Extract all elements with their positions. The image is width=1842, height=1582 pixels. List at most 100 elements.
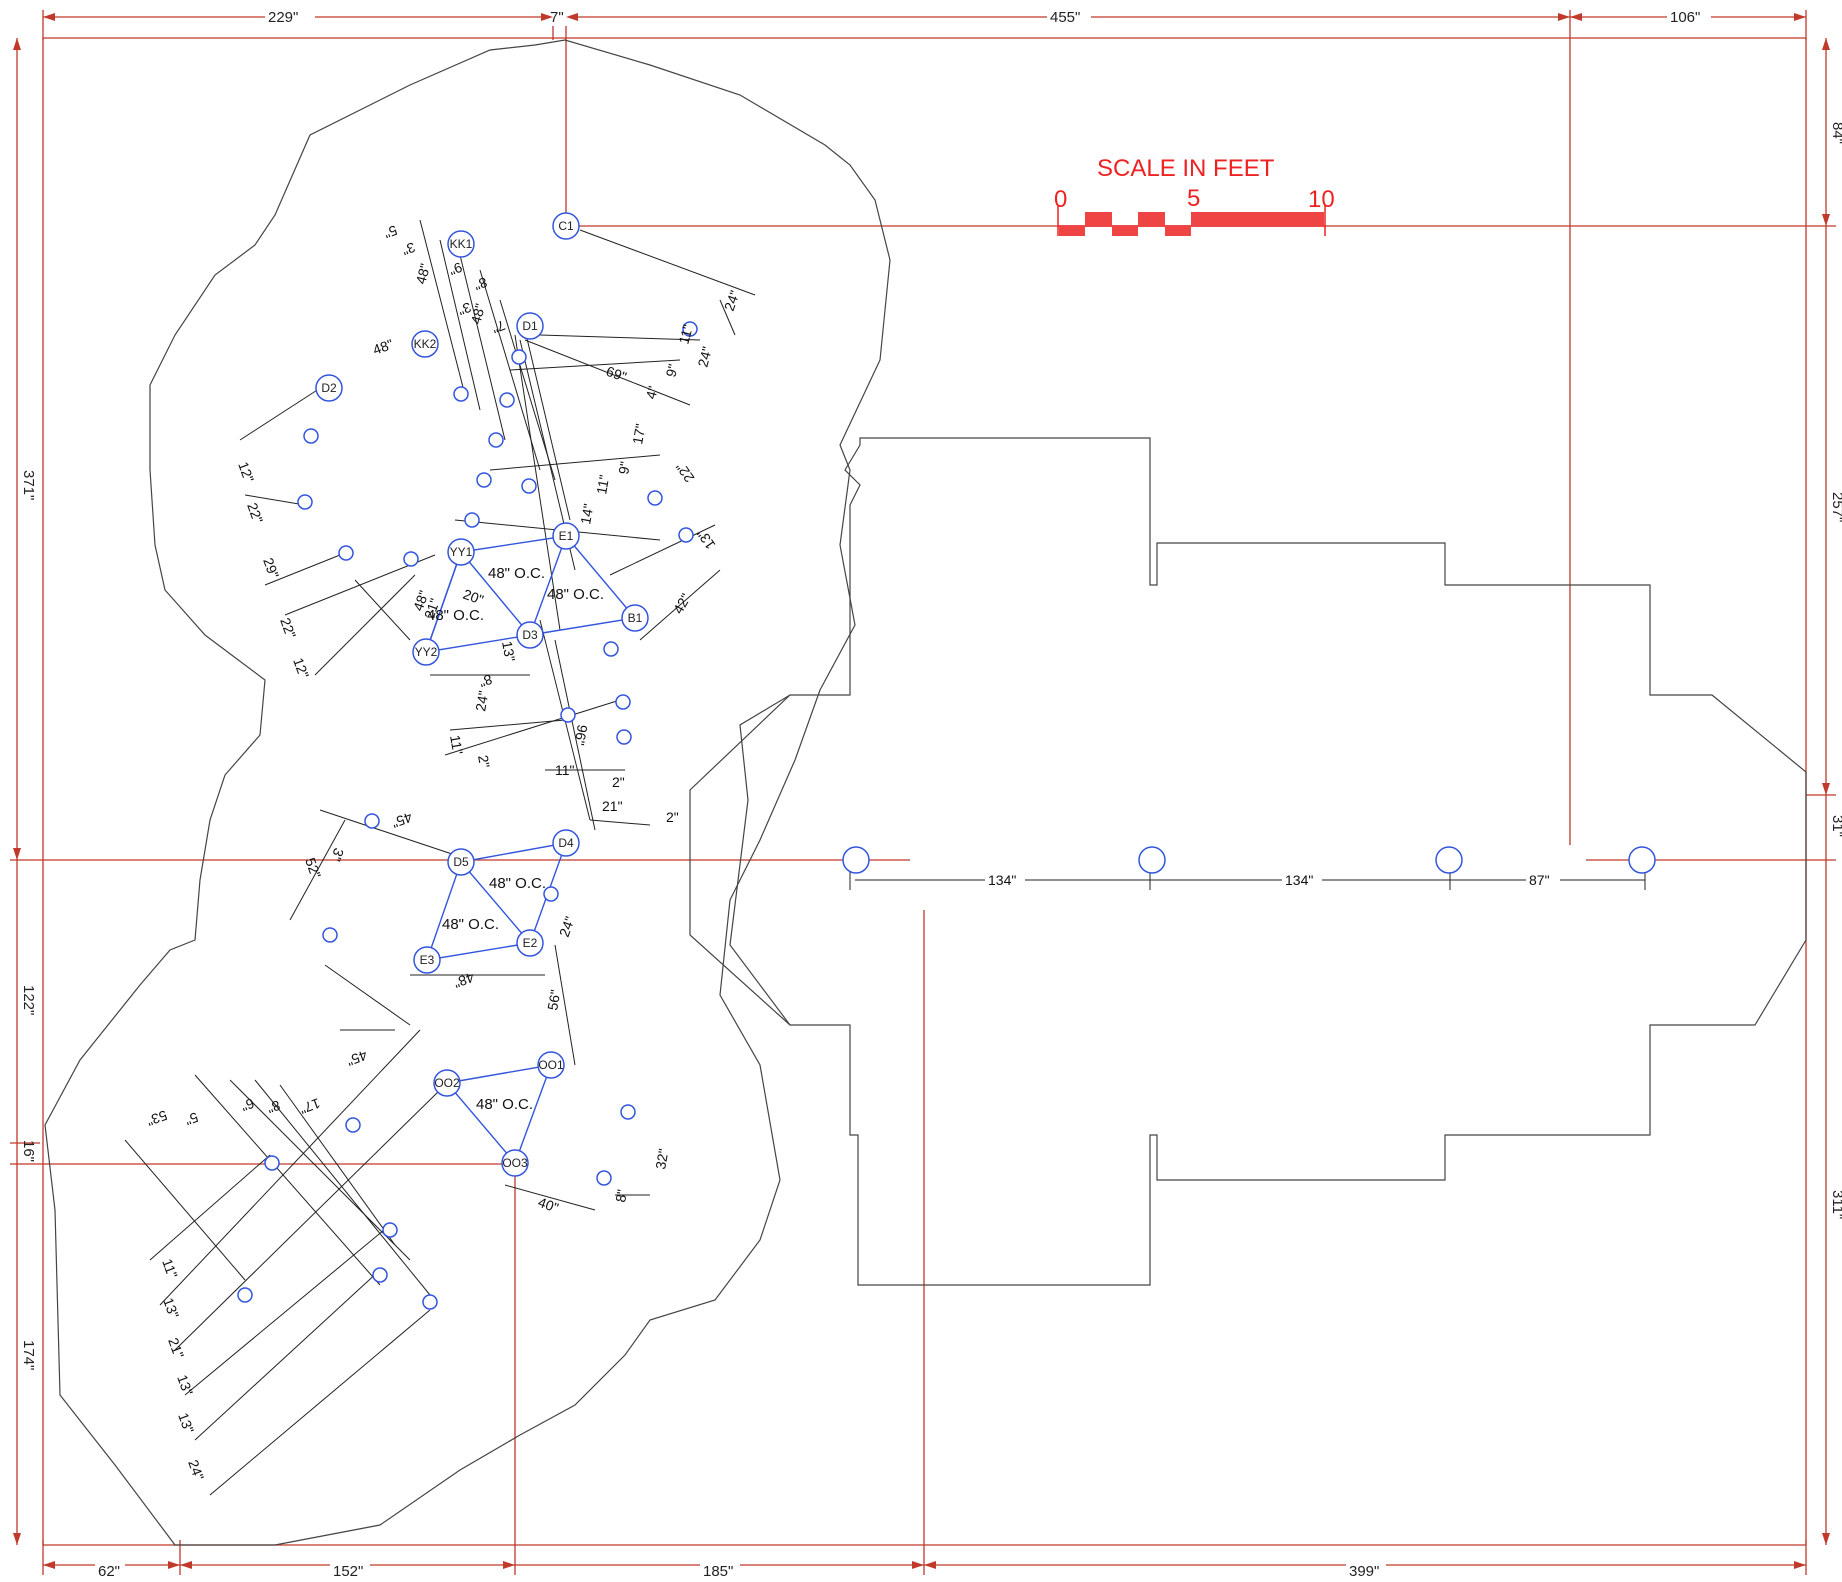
node-e1[interactable]: E1	[559, 529, 574, 543]
tree-marker[interactable]	[842, 846, 870, 874]
house-spacing-dims: 134" 134" 87"	[985, 871, 1560, 889]
dim-label: 11"	[159, 1257, 181, 1281]
tree-marker[interactable]	[647, 490, 663, 506]
node-b1[interactable]: B1	[628, 611, 643, 625]
dim-label: 11"	[447, 734, 466, 756]
tree-marker[interactable]	[1435, 846, 1463, 874]
dim-label: 8"	[477, 671, 494, 690]
dim-label: 24"	[472, 689, 491, 712]
dim-label: 3"	[328, 846, 347, 863]
node-d4[interactable]: D4	[558, 836, 574, 850]
dim-label: 3"	[400, 239, 417, 258]
dim-label: 13"	[160, 1296, 182, 1321]
dim-label: 3"	[456, 299, 473, 318]
dim-label: 48"	[371, 336, 396, 358]
left-dim-2: 122"	[20, 985, 37, 1015]
node-c1[interactable]: C1	[558, 219, 574, 233]
tree-marker[interactable]	[372, 1267, 388, 1283]
dim-label: 52"	[302, 856, 324, 881]
tree-marker[interactable]	[382, 1222, 398, 1238]
oc-label: 48" O.C.	[547, 586, 604, 603]
bottom-dim-3: 185"	[703, 1563, 733, 1580]
tree-marker[interactable]	[338, 545, 354, 561]
node-oo3[interactable]: OO3	[502, 1156, 528, 1170]
tree-marker[interactable]	[596, 1170, 612, 1186]
top-dim-2: 7"	[550, 9, 564, 26]
node-kk2[interactable]: KK2	[414, 337, 437, 351]
tree-marker[interactable]	[1138, 846, 1166, 874]
dim-label: 48"	[467, 302, 488, 326]
left-dimensions: 371" 122" 16" 174"	[20, 470, 37, 1370]
dim-label: 40"	[536, 1194, 561, 1216]
tree-marker[interactable]	[543, 886, 559, 902]
right-dimensions: 84" 257" 31" 311"	[1829, 122, 1842, 1219]
dim-label: 32"	[652, 1147, 671, 1170]
tree-marker[interactable]	[364, 813, 380, 829]
dim-label: 21"	[165, 1336, 187, 1361]
oc-labels: 48" O.C. 48" O.C. 48" O.C. 48" O.C. 48" …	[427, 565, 604, 1113]
scale-label-10: 10	[1308, 186, 1335, 213]
tree-marker[interactable]	[297, 494, 313, 510]
dim-label: 4"	[642, 384, 661, 400]
tree-marker[interactable]	[620, 1104, 636, 1120]
node-e3[interactable]: E3	[420, 953, 435, 967]
dim-label: 56"	[544, 988, 563, 1011]
spacing-dim-1: 134"	[988, 872, 1016, 888]
dim-label: 13"	[175, 1411, 197, 1436]
dimension-lines	[124, 219, 1646, 1496]
dim-label: 24"	[185, 1458, 207, 1483]
node-yy2[interactable]: YY2	[415, 645, 438, 659]
dim-label: 8"	[265, 1097, 282, 1116]
tree-marker[interactable]	[511, 349, 527, 365]
secondary-outline	[729, 694, 791, 1026]
dim-label: 22"	[673, 459, 698, 485]
oc-label: 48" O.C.	[488, 565, 545, 582]
tree-marker[interactable]	[422, 1294, 438, 1310]
tree-marker[interactable]	[499, 392, 515, 408]
dim-label: 12"	[235, 460, 257, 485]
tree-marker[interactable]	[560, 707, 576, 723]
tree-marker[interactable]	[322, 927, 338, 943]
node-kk1[interactable]: KK1	[450, 237, 473, 251]
tree-marker[interactable]	[345, 1117, 361, 1133]
tree-marker[interactable]	[616, 729, 632, 745]
tree-marker[interactable]	[615, 694, 631, 710]
dim-label: 5"	[382, 222, 399, 241]
bottom-dim-2: 152"	[333, 1563, 363, 1580]
dim-label: 24"	[694, 345, 715, 369]
tree-marker[interactable]	[303, 428, 319, 444]
small-dimension-labels: 24" 5" 3" 9" 8" 3" 48" 48" 48" 7" 69" 24…	[145, 222, 743, 1482]
tree-marker[interactable]	[682, 321, 698, 337]
tree-marker[interactable]	[521, 478, 537, 494]
top-dimensions: 229" 7" 455" 106"	[265, 8, 1711, 26]
dim-label: 11"	[675, 323, 696, 346]
node-d2[interactable]: D2	[321, 381, 337, 395]
dim-label: 48"	[410, 588, 432, 613]
spacing-dim-3: 87"	[1529, 872, 1550, 888]
tree-marker[interactable]	[237, 1287, 253, 1303]
oc-label: 48" O.C.	[442, 916, 499, 933]
node-d1[interactable]: D1	[522, 319, 538, 333]
node-oo1[interactable]: OO1	[538, 1058, 564, 1072]
tree-marker[interactable]	[1628, 846, 1656, 874]
tree-marker[interactable]	[488, 432, 504, 448]
tree-marker[interactable]	[264, 1155, 280, 1171]
tree-marker[interactable]	[464, 512, 480, 528]
node-e2[interactable]: E2	[523, 936, 538, 950]
tree-marker[interactable]	[453, 386, 469, 402]
dim-label: 24"	[556, 914, 578, 939]
node-yy1[interactable]: YY1	[450, 545, 473, 559]
oc-label: 48" O.C.	[476, 1096, 533, 1113]
dim-label: 42"	[670, 591, 694, 617]
dim-label: 2"	[666, 809, 679, 825]
dim-label: 8"	[612, 1188, 630, 1203]
scale-bar: SCALE IN FEET 0 5 10	[1054, 155, 1335, 236]
node-d5[interactable]: D5	[453, 855, 469, 869]
tree-marker[interactable]	[476, 472, 492, 488]
tree-marker[interactable]	[403, 551, 419, 567]
tree-marker[interactable]	[678, 527, 694, 543]
tree-marker[interactable]	[603, 641, 619, 657]
site-outlines	[44, 39, 1807, 1546]
node-oo2[interactable]: OO2	[434, 1076, 460, 1090]
node-d3[interactable]: D3	[522, 628, 538, 642]
